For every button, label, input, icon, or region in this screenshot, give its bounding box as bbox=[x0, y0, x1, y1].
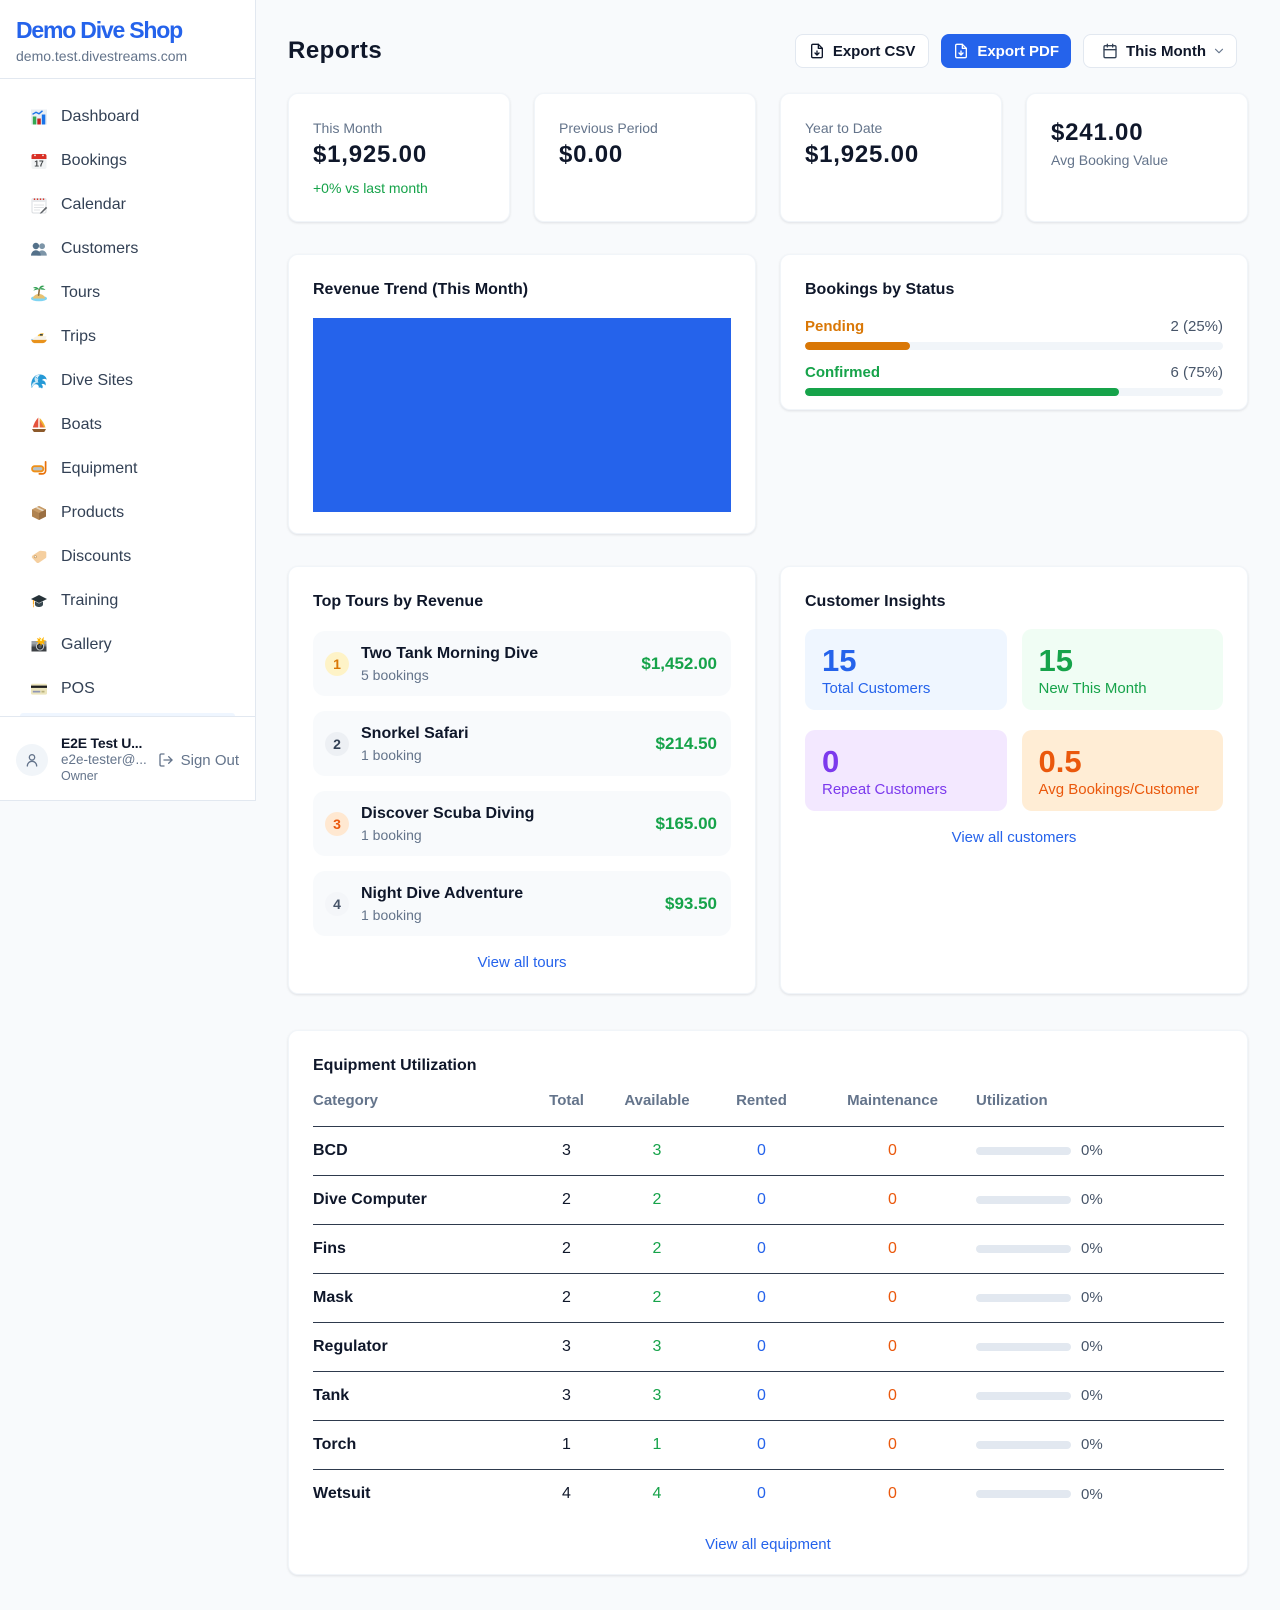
svg-text:17: 17 bbox=[34, 159, 44, 169]
